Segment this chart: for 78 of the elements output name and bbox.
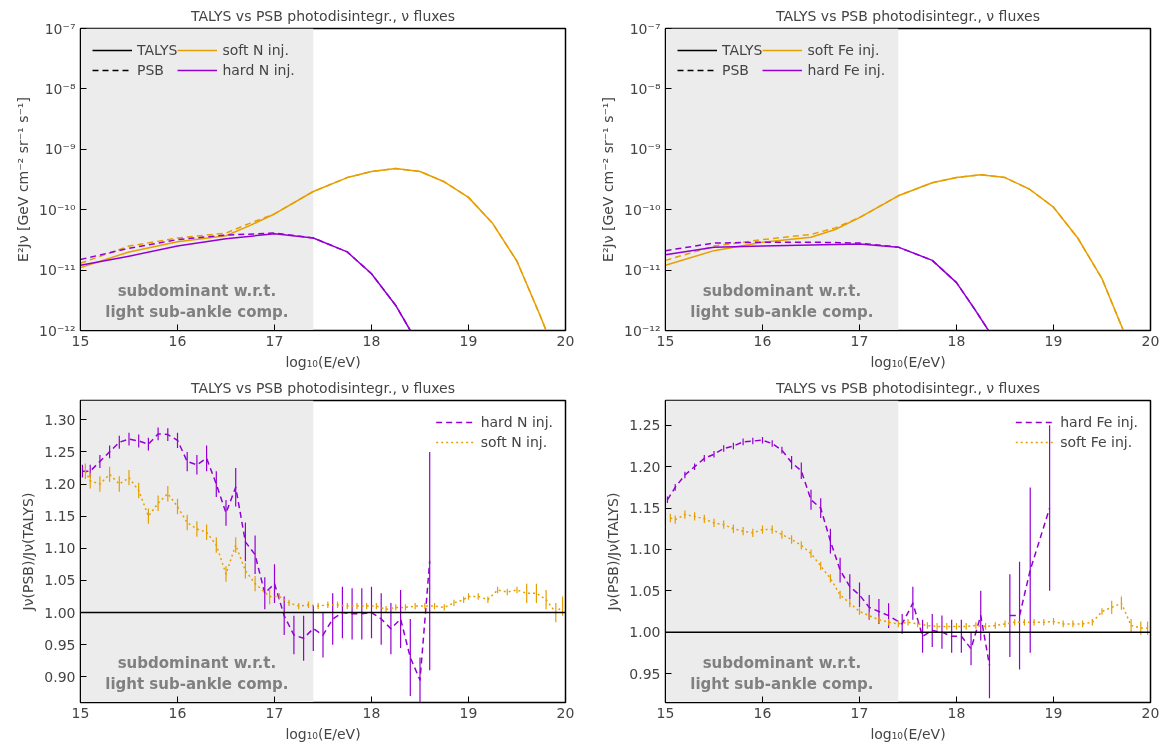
- band-label: subdominant w.r.t. light sub-ankle comp.: [105, 653, 289, 694]
- y-tick-label: 10⁻⁷: [629, 20, 661, 37]
- y-tick-label: 10⁻¹¹: [624, 262, 661, 279]
- y-tick-label: 10⁻⁹: [44, 141, 76, 158]
- x-tick-label: 18: [362, 704, 381, 721]
- annotation: PSB: [722, 62, 749, 78]
- legend-label: hard N inj.: [222, 62, 295, 78]
- x-tick-label: 20: [556, 332, 575, 349]
- x-tick-label: 16: [753, 704, 772, 721]
- y-axis-title: E²Jν [GeV cm⁻² sr⁻¹ s⁻¹]: [600, 97, 617, 262]
- band-label: subdominant w.r.t. light sub-ankle comp.: [690, 653, 874, 694]
- y-tick-label: 1.20: [44, 476, 76, 493]
- chart-title: TALYS vs PSB photodisintegr., ν fluxes: [189, 7, 456, 24]
- y-tick-label: 10⁻¹⁰: [624, 201, 661, 218]
- y-tick-label: 1.05: [629, 582, 661, 599]
- legend-label: hard N inj.: [480, 414, 553, 430]
- x-tick-label: 15: [71, 332, 90, 349]
- x-tick-label: 18: [362, 332, 381, 349]
- x-axis-title: log₁₀(E/eV): [870, 725, 946, 742]
- chart-title: TALYS vs PSB photodisintegr., ν fluxes: [774, 379, 1041, 396]
- x-tick-label: 16: [753, 332, 772, 349]
- y-tick-label: 1.10: [44, 540, 76, 557]
- chart-title: TALYS vs PSB photodisintegr., ν fluxes: [774, 7, 1041, 24]
- x-tick-label: 17: [265, 704, 284, 721]
- y-tick-label: 1.25: [629, 417, 661, 434]
- y-tick-label: 1.05: [44, 572, 76, 589]
- y-tick-label: 1.25: [44, 443, 76, 460]
- y-tick-label: 10⁻¹¹: [39, 262, 76, 279]
- y-axis-title: E²Jν [GeV cm⁻² sr⁻¹ s⁻¹]: [15, 97, 32, 262]
- y-tick-label: 1.10: [629, 541, 661, 558]
- legend-label: soft Fe inj.: [1060, 434, 1133, 450]
- x-tick-label: 20: [1141, 332, 1160, 349]
- x-tick-label: 19: [1044, 704, 1063, 721]
- y-tick-label: 1.15: [44, 508, 76, 525]
- y-tick-label: 0.95: [629, 665, 661, 682]
- y-tick-label: 1.00: [629, 624, 661, 641]
- x-tick-label: 19: [459, 704, 478, 721]
- annotation: PSB: [137, 62, 164, 78]
- x-tick-label: 20: [556, 704, 575, 721]
- y-tick-label: 1.20: [629, 458, 661, 475]
- x-tick-label: 16: [168, 704, 187, 721]
- y-tick-label: 10⁻¹⁰: [39, 201, 76, 218]
- annotation: TALYS: [137, 42, 178, 58]
- x-tick-label: 20: [1141, 704, 1160, 721]
- legend-label: soft N inj.: [480, 434, 548, 450]
- x-tick-label: 17: [850, 704, 869, 721]
- x-axis-title: log₁₀(E/eV): [285, 725, 361, 742]
- x-axis-title: log₁₀(E/eV): [285, 353, 361, 370]
- y-tick-label: 0.95: [44, 636, 76, 653]
- y-tick-label: 1.15: [629, 500, 661, 517]
- x-tick-label: 19: [1044, 332, 1063, 349]
- x-tick-label: 16: [168, 332, 187, 349]
- x-tick-label: 15: [71, 704, 90, 721]
- y-tick-label: 10⁻⁹: [629, 141, 661, 158]
- y-tick-label: 0.90: [44, 668, 76, 685]
- legend-label: hard Fe inj.: [1060, 414, 1138, 430]
- y-tick-label: 1.30: [44, 411, 76, 428]
- x-tick-label: 15: [656, 704, 675, 721]
- x-tick-label: 19: [459, 332, 478, 349]
- legend-label: soft N inj.: [222, 42, 289, 58]
- legend-label: soft Fe inj.: [807, 42, 880, 58]
- y-axis-title: Jν(PSB)/Jν(TALYS): [605, 492, 622, 612]
- x-tick-label: 15: [656, 332, 675, 349]
- x-tick-label: 18: [947, 704, 966, 721]
- y-tick-label: 1.00: [44, 604, 76, 621]
- band-label: subdominant w.r.t. light sub-ankle comp.: [690, 281, 874, 322]
- y-tick-label: 10⁻⁸: [44, 80, 76, 97]
- y-tick-label: 10⁻⁸: [629, 80, 661, 97]
- y-tick-label: 10⁻⁷: [44, 20, 76, 37]
- x-tick-label: 17: [265, 332, 284, 349]
- band-label: subdominant w.r.t. light sub-ankle comp.: [105, 281, 289, 322]
- x-tick-label: 17: [850, 332, 869, 349]
- annotation: TALYS: [722, 42, 763, 58]
- x-axis-title: log₁₀(E/eV): [870, 353, 946, 370]
- legend-label: hard Fe inj.: [807, 62, 886, 78]
- y-axis-title: Jν(PSB)/Jν(TALYS): [20, 492, 37, 612]
- chart-title: TALYS vs PSB photodisintegr., ν fluxes: [189, 379, 456, 396]
- x-tick-label: 18: [947, 332, 966, 349]
